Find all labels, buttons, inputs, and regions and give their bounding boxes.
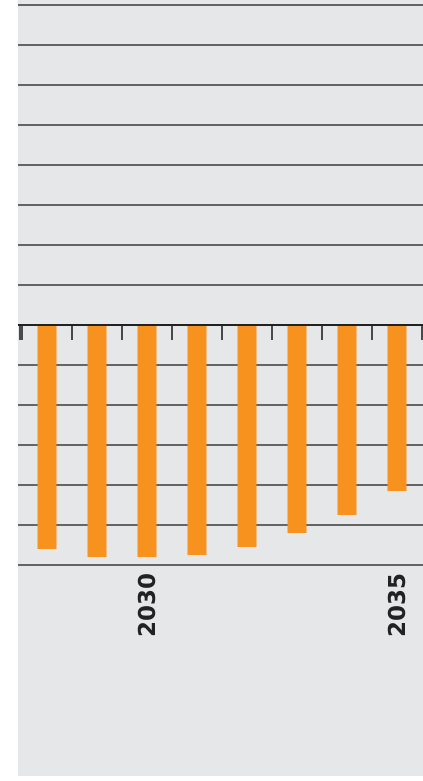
bar — [137, 325, 157, 557]
bars — [37, 325, 407, 557]
x-axis-labels: 2030 2035 — [135, 573, 411, 637]
x-axis-ticks — [19, 325, 423, 340]
plot-background — [18, 0, 423, 776]
bar — [387, 325, 407, 491]
gridlines — [18, 4, 423, 566]
x-tick-label: 2035 — [385, 573, 411, 637]
bar — [287, 325, 307, 533]
bar — [187, 325, 207, 555]
bar — [37, 325, 57, 549]
bar — [337, 325, 357, 515]
bar — [237, 325, 257, 547]
x-tick-label: 2030 — [135, 573, 161, 637]
bar — [87, 325, 107, 557]
